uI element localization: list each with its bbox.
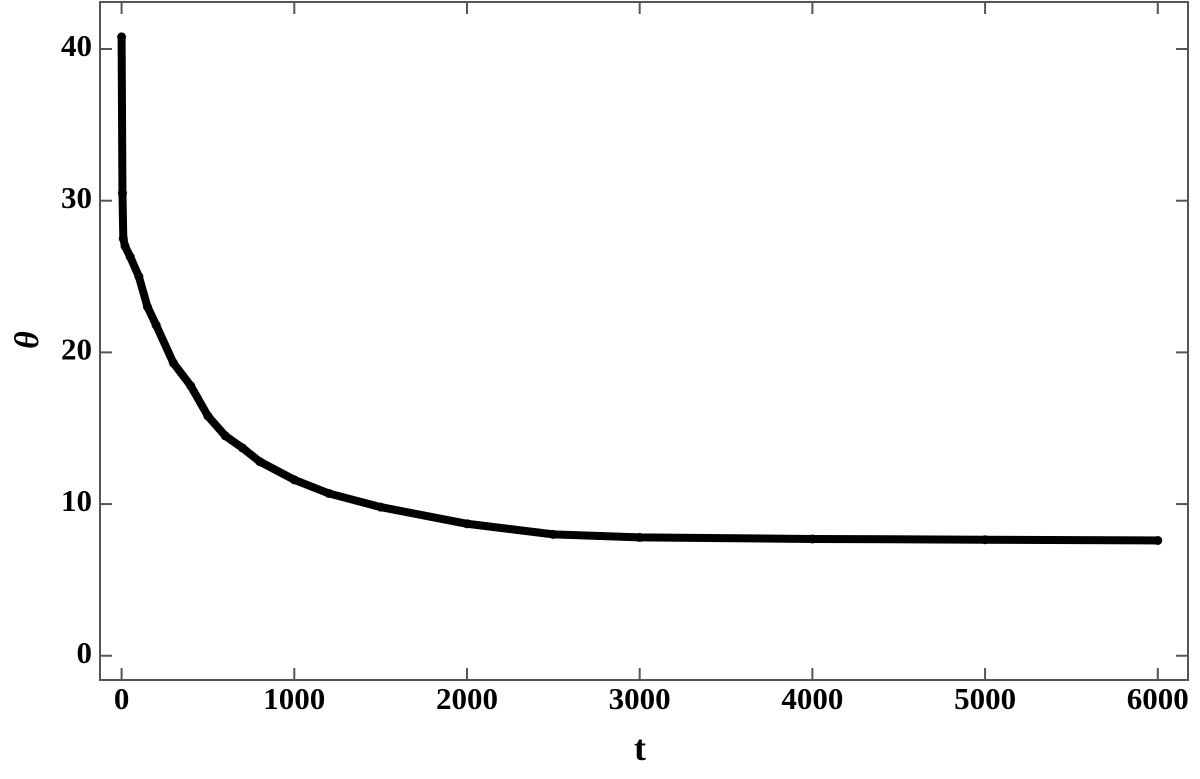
x-tick-label: 3000: [609, 681, 671, 716]
data-point: [980, 535, 990, 545]
data-point: [117, 32, 127, 42]
data-point: [462, 519, 472, 529]
data-point: [324, 488, 334, 498]
y-tick-label: 30: [61, 180, 92, 215]
data-point: [151, 320, 161, 330]
data-point: [376, 502, 386, 512]
x-tick-label: 6000: [1127, 681, 1189, 716]
data-point: [125, 252, 135, 262]
data-point: [186, 381, 196, 391]
data-point: [220, 431, 230, 441]
data-point: [1153, 535, 1163, 545]
data-point: [120, 241, 130, 251]
x-tick-label: 4000: [781, 681, 843, 716]
data-point: [142, 302, 152, 312]
data-point: [635, 532, 645, 542]
data-point: [168, 358, 178, 368]
series-line: [117, 32, 1162, 545]
plot-frame: [99, 1, 1189, 681]
y-tick-label: 10: [61, 483, 92, 518]
x-tick-label: 1000: [263, 681, 325, 716]
data-point: [289, 475, 299, 485]
data-point: [118, 234, 128, 244]
y-tick-label: 20: [61, 331, 92, 366]
data-point: [203, 411, 213, 421]
y-tick-label: 0: [77, 635, 93, 670]
x-tick-label: 2000: [436, 681, 498, 716]
data-point: [117, 188, 127, 198]
data-point: [134, 272, 144, 282]
y-axis-label: θ: [9, 331, 46, 349]
x-axis-label: t: [634, 728, 646, 768]
data-point: [255, 457, 265, 467]
x-tick-label: 5000: [954, 681, 1016, 716]
x-tick-label: 0: [114, 681, 130, 716]
y-tick-label: 40: [61, 28, 92, 63]
data-point: [237, 443, 247, 453]
data-point: [807, 534, 817, 544]
data-point: [548, 529, 558, 539]
